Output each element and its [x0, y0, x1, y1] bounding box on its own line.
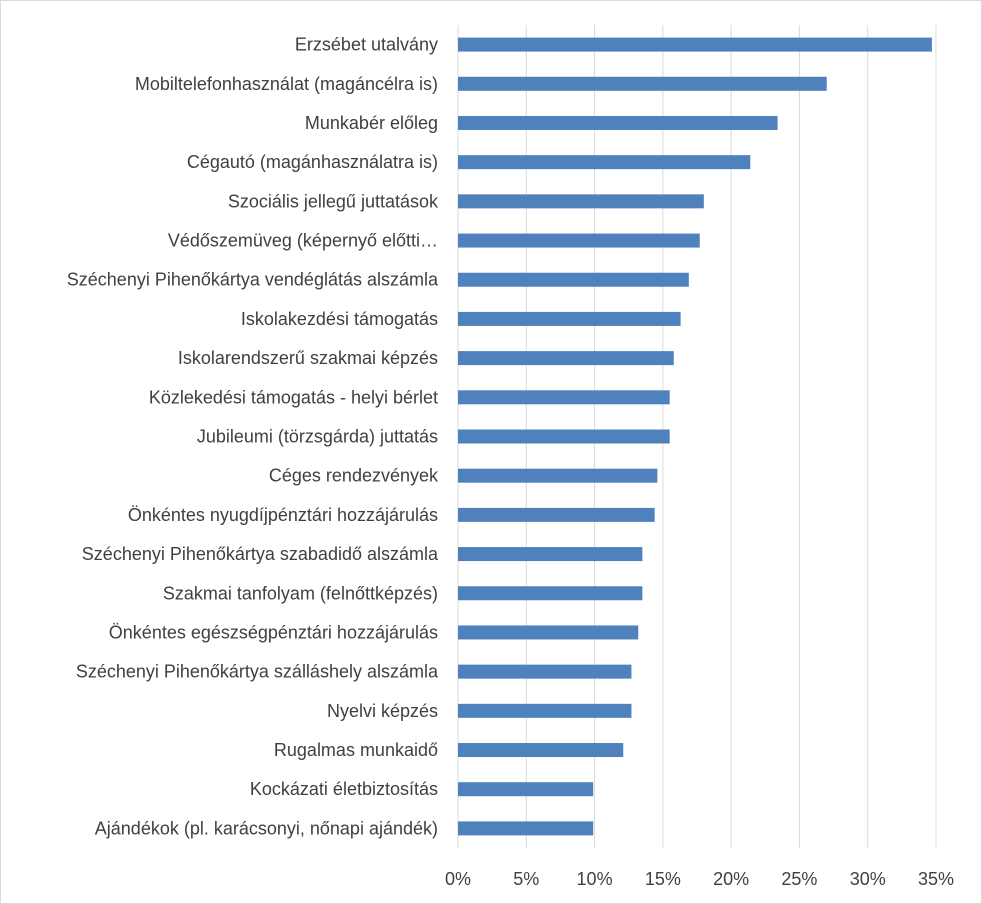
category-label: Önkéntes nyugdíjpénztári hozzájárulás: [128, 505, 438, 525]
bar: [458, 351, 674, 366]
category-label: Rugalmas munkaidő: [274, 740, 438, 760]
category-labels: Erzsébet utalvány Mobiltelefonhasználat (…: [67, 35, 439, 839]
category-label: Ajándékok (pl. karácsonyi, nőnapi ajándé…: [95, 818, 438, 838]
category-label: Szakmai tanfolyam (felnőttképzés): [163, 583, 438, 603]
bar: [458, 664, 632, 679]
x-tick-label: 5%: [513, 869, 539, 889]
category-label: Erzsébet utalvány: [295, 35, 438, 55]
bar: [458, 37, 932, 52]
bars: [458, 37, 932, 836]
category-label: Céges rendezvények: [269, 466, 439, 486]
x-tick-label: 10%: [577, 869, 613, 889]
category-label: Szociális jellegű juttatások: [228, 191, 439, 211]
x-tick-label: 35%: [918, 869, 954, 889]
bar: [458, 272, 689, 287]
bar: [458, 429, 670, 444]
bar: [458, 155, 751, 170]
bar: [458, 586, 643, 601]
bar: [458, 233, 700, 248]
category-label: Széchenyi Pihenőkártya szabadidő alszáml…: [82, 544, 439, 564]
category-label: Mobiltelefonhasználat (magáncélra is): [135, 74, 438, 94]
x-tick-label: 15%: [645, 869, 681, 889]
category-label: Nyelvi képzés: [327, 701, 438, 721]
bar: [458, 311, 681, 326]
bar: [458, 115, 778, 130]
bar: [458, 782, 594, 797]
bar: [458, 76, 827, 91]
bar: [458, 821, 594, 836]
bar: [458, 507, 655, 522]
bar: [458, 743, 624, 758]
bar: [458, 547, 643, 562]
bar: [458, 625, 639, 640]
x-tick-label: 30%: [850, 869, 886, 889]
bar: [458, 390, 670, 405]
category-label: Iskolarendszerű szakmai képzés: [178, 348, 438, 368]
category-label: Védőszemüveg (képernyő előtti…: [168, 231, 438, 251]
x-tick-label: 25%: [781, 869, 817, 889]
category-label: Kockázati életbiztosítás: [250, 779, 438, 799]
category-label: Széchenyi Pihenőkártya szálláshely alszá…: [76, 662, 439, 682]
bar: [458, 468, 658, 483]
category-label: Jubileumi (törzsgárda) juttatás: [197, 427, 438, 447]
bar: [458, 703, 632, 718]
category-label: Széchenyi Pihenőkártya vendéglátás alszá…: [67, 270, 439, 290]
category-label: Cégautó (magánhasználatra is): [187, 152, 438, 172]
category-label: Iskolakezdési támogatás: [241, 309, 438, 329]
category-label: Közlekedési támogatás - helyi bérlet: [149, 387, 438, 407]
x-tick-label: 0%: [445, 869, 471, 889]
bar: [458, 194, 704, 209]
category-label: Önkéntes egészségpénztári hozzájárulás: [109, 622, 438, 642]
x-tick-labels: 0% 5% 10% 15% 20% 25% 30% 35%: [445, 869, 954, 889]
x-tick-label: 20%: [713, 869, 749, 889]
category-label: Munkabér előleg: [305, 113, 438, 133]
